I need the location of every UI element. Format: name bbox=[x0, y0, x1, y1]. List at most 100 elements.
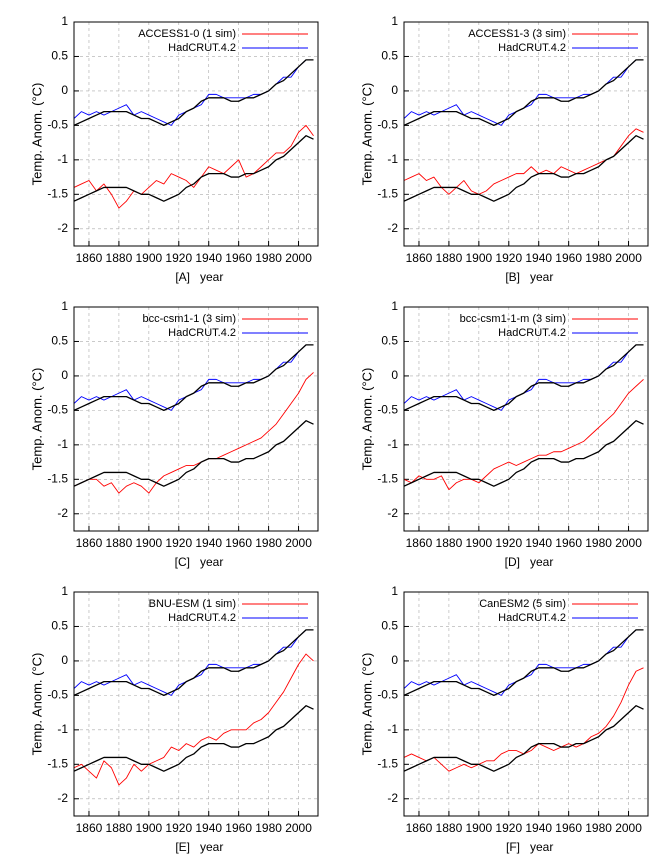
series-line bbox=[403, 135, 644, 202]
series-line bbox=[73, 629, 314, 697]
legend-label: bcc-csm1-1-m (3 sim) bbox=[460, 313, 566, 325]
plot-frame bbox=[403, 21, 649, 247]
x-tick-label: 1940 bbox=[525, 821, 552, 835]
x-tick-label: 1960 bbox=[225, 821, 252, 835]
x-tick-label: 2000 bbox=[285, 536, 312, 550]
plot-frame bbox=[73, 306, 319, 532]
series-line bbox=[73, 135, 314, 202]
x-tick-label: 1960 bbox=[555, 536, 582, 550]
x-tick-label: 1860 bbox=[406, 536, 433, 550]
y-tick-label: 0 bbox=[391, 368, 398, 382]
legend-label: HadCRUT.4.2 bbox=[168, 42, 236, 54]
series-line bbox=[403, 59, 644, 127]
x-tick-label: 1940 bbox=[525, 536, 552, 550]
y-tick-label: 0.5 bbox=[381, 619, 398, 633]
x-axis-title: year bbox=[200, 840, 223, 854]
legend-label: HadCRUT.4.2 bbox=[498, 42, 566, 54]
series-line bbox=[73, 344, 314, 411]
panel-label: [B] bbox=[505, 270, 520, 284]
y-tick-label: 0.5 bbox=[51, 49, 68, 63]
x-tick-label: 1880 bbox=[106, 536, 133, 550]
y-axis-title: Temp. Anom. (°C) bbox=[29, 368, 44, 471]
x-tick-label: 1920 bbox=[495, 536, 522, 550]
y-tick-label: -1 bbox=[57, 437, 68, 451]
series-line bbox=[403, 344, 644, 412]
x-tick-label: 1980 bbox=[585, 536, 612, 550]
series-line bbox=[73, 59, 314, 126]
x-tick-label: 1980 bbox=[255, 821, 282, 835]
series-line bbox=[403, 667, 644, 772]
panel-label: [A] bbox=[175, 270, 190, 284]
series-line bbox=[403, 629, 644, 696]
y-tick-label: -1 bbox=[57, 152, 68, 166]
panel: -2 -1.5 -1 -0.5 0 0.5 1 1860 1880 1900 1920 1940 196… bbox=[359, 584, 649, 854]
y-tick-label: -1 bbox=[57, 722, 68, 736]
y-tick-label: -1 bbox=[387, 152, 398, 166]
y-tick-label: -1 bbox=[387, 437, 398, 451]
x-tick-label: 1980 bbox=[585, 821, 612, 835]
panel: -2 -1.5 -1 -0.5 0 0.5 1 1860 1880 1900 1920 1940 196… bbox=[359, 299, 649, 569]
x-tick-label: 1960 bbox=[225, 536, 252, 550]
x-tick-label: 1860 bbox=[76, 536, 103, 550]
x-tick-label: 1860 bbox=[76, 821, 103, 835]
y-tick-label: 1 bbox=[391, 14, 398, 28]
y-tick-label: -2 bbox=[57, 791, 68, 805]
x-axis-title: year bbox=[530, 270, 553, 284]
y-tick-label: 0 bbox=[391, 653, 398, 667]
x-tick-label: 1880 bbox=[436, 536, 463, 550]
x-tick-label: 1920 bbox=[495, 251, 522, 265]
y-tick-label: -1.5 bbox=[377, 471, 398, 485]
x-tick-label: 1920 bbox=[165, 251, 192, 265]
x-tick-label: 1900 bbox=[465, 536, 492, 550]
x-tick-label: 1880 bbox=[106, 251, 133, 265]
x-tick-label: 1960 bbox=[555, 821, 582, 835]
x-tick-label: 1860 bbox=[406, 821, 433, 835]
x-tick-label: 1980 bbox=[255, 536, 282, 550]
y-tick-label: 0 bbox=[391, 83, 398, 97]
y-tick-label: 1 bbox=[61, 14, 68, 28]
plot-frame bbox=[403, 306, 649, 532]
x-axis-title: year bbox=[200, 555, 223, 569]
x-tick-label: 1860 bbox=[406, 251, 433, 265]
legend-label: ACCESS1-0 (1 sim) bbox=[138, 28, 236, 40]
y-tick-label: 1 bbox=[61, 584, 68, 598]
panel: -2 -1.5 -1 -0.5 0 0.5 1 1860 1880 1900 1920 1940 196… bbox=[29, 14, 319, 284]
legend-label: HadCRUT.4.2 bbox=[168, 327, 236, 339]
series-line bbox=[73, 653, 314, 786]
plot-frame bbox=[403, 591, 649, 817]
x-tick-label: 1940 bbox=[195, 251, 222, 265]
panel-label: [D] bbox=[505, 555, 520, 569]
x-tick-label: 1920 bbox=[495, 821, 522, 835]
y-tick-label: 0.5 bbox=[51, 334, 68, 348]
y-tick-label: -1.5 bbox=[47, 471, 68, 485]
y-tick-label: -0.5 bbox=[377, 403, 398, 417]
x-tick-label: 1920 bbox=[165, 536, 192, 550]
x-tick-label: 1940 bbox=[525, 251, 552, 265]
y-tick-label: 0.5 bbox=[381, 49, 398, 63]
series-line bbox=[73, 372, 314, 494]
legend-label: ACCESS1-3 (3 sim) bbox=[468, 28, 566, 40]
series-line bbox=[73, 420, 314, 487]
plot-frame bbox=[73, 591, 319, 817]
series-line bbox=[403, 128, 644, 195]
y-axis-title: Temp. Anom. (°C) bbox=[29, 83, 44, 186]
legend-label: BNU-ESM (1 sim) bbox=[149, 598, 236, 610]
legend-label: HadCRUT.4.2 bbox=[168, 612, 236, 624]
series-line bbox=[403, 705, 644, 772]
y-tick-label: 0 bbox=[61, 653, 68, 667]
y-tick-label: -0.5 bbox=[377, 118, 398, 132]
y-tick-label: -0.5 bbox=[377, 688, 398, 702]
x-tick-label: 2000 bbox=[285, 251, 312, 265]
series-line bbox=[403, 59, 644, 126]
x-tick-label: 1920 bbox=[165, 821, 192, 835]
x-axis-title: year bbox=[530, 555, 553, 569]
x-tick-label: 1900 bbox=[135, 536, 162, 550]
series-line bbox=[403, 344, 644, 411]
y-tick-label: 1 bbox=[61, 299, 68, 313]
y-tick-label: -1.5 bbox=[377, 756, 398, 770]
x-tick-label: 1960 bbox=[555, 251, 582, 265]
x-tick-label: 1980 bbox=[255, 251, 282, 265]
series-line bbox=[403, 629, 644, 697]
y-tick-label: -0.5 bbox=[47, 403, 68, 417]
